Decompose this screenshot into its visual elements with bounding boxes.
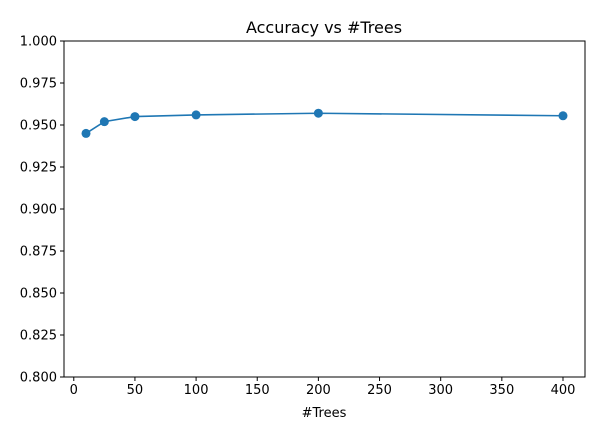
data-point	[81, 128, 91, 138]
x-tick-label: 50	[127, 383, 144, 398]
x-tick-label: 0	[70, 383, 78, 398]
y-tick-label: 0.850	[20, 287, 57, 302]
data-point	[99, 117, 109, 127]
y-tick-label: 0.825	[20, 329, 57, 344]
x-tick-label: 200	[306, 383, 331, 398]
y-tick-label: 0.975	[20, 77, 57, 92]
y-tick-label: 1.000	[20, 35, 57, 50]
data-point	[130, 112, 140, 122]
x-axis: 0 50 100 150 200 250 300 350 400	[70, 377, 576, 398]
data-point	[313, 108, 323, 118]
y-tick-label: 0.900	[20, 203, 57, 218]
series-line	[85, 112, 564, 135]
chart-title: Accuracy vs #Trees	[246, 18, 402, 37]
series-layer	[81, 108, 568, 138]
x-tick-label: 150	[245, 383, 270, 398]
x-tick-label: 350	[489, 383, 514, 398]
plot-frame	[63, 40, 586, 378]
y-tick-label: 0.925	[20, 161, 57, 176]
y-axis: 0.800 0.825 0.850 0.875 0.900 0.925 0.950 0.975…	[20, 35, 64, 386]
x-tick-label: 100	[184, 383, 209, 398]
y-tick-label: 0.950	[20, 119, 57, 134]
x-tick-label: 400	[551, 383, 576, 398]
data-point	[558, 111, 568, 121]
y-tick-label: 0.875	[20, 245, 57, 260]
x-tick-label: 250	[367, 383, 392, 398]
y-tick-label: 0.800	[20, 371, 57, 386]
data-point	[191, 110, 201, 120]
x-tick-label: 300	[428, 383, 453, 398]
plot-area: 0 50 100 150 200 250 300 350 400 0.800 0.825 0.850…	[20, 35, 586, 398]
x-axis-label: #Trees	[302, 406, 347, 421]
